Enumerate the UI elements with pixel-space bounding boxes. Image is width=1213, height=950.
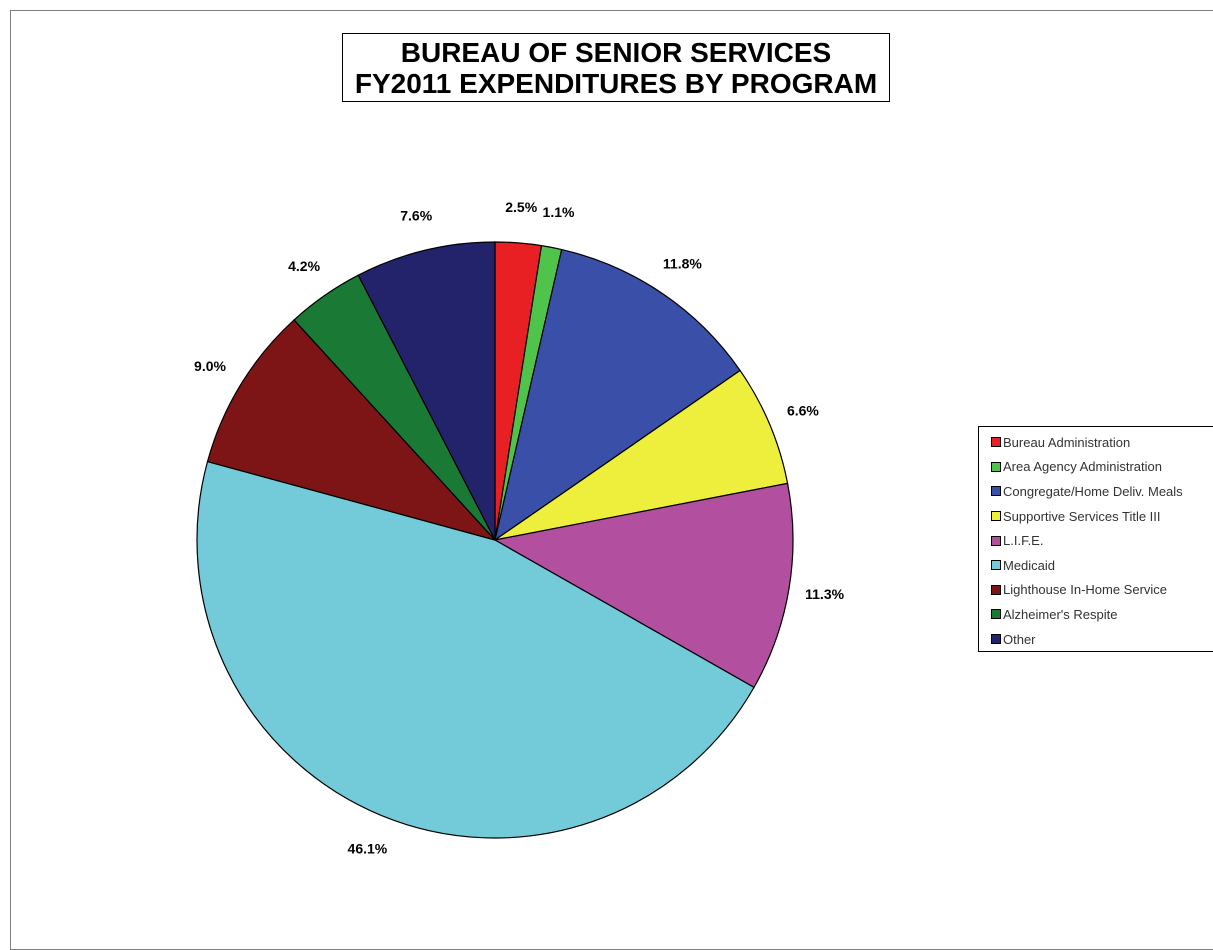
legend-item-4: L.I.F.E. [979,528,1213,553]
legend-item-3: Supportive Services Title III [979,504,1213,529]
legend-item-5: Medicaid [979,553,1213,578]
legend-item-0: Bureau Administration [979,430,1213,455]
legend-swatch-4 [991,535,1001,546]
legend-label-4: L.I.F.E. [1003,533,1044,549]
legend-swatch-0 [991,437,1001,448]
chart-title-line-1: BUREAU OF SENIOR SERVICES [400,36,832,68]
legend-item-8: Other [979,627,1213,652]
slice-label-1: 1.1% [543,204,575,220]
slice-label-2: 11.8% [663,256,702,272]
slice-label-8: 7.6% [400,207,432,223]
pie-slice-8 [357,241,496,541]
legend-label-1: Area Agency Administration [1003,459,1162,475]
legend-swatch-6 [991,584,1001,595]
slice-label-4: 11.3% [805,586,844,602]
legend-label-0: Bureau Administration [1003,434,1131,450]
pie-slice-4 [493,482,794,689]
legend-label-5: Medicaid [1003,557,1056,573]
legend-label-6: Lighthouse In-Home Service [1003,582,1168,598]
legend-label-7: Alzheimer's Respite [1003,606,1118,622]
legend-item-2: Congregate/Home Deliv. Meals [979,479,1213,504]
legend-label-3: Supportive Services Title III [1003,508,1161,524]
pie-slice-2 [494,248,741,542]
slice-label-6: 9.0% [194,358,226,374]
chart-title: BUREAU OF SENIOR SERVICES FY2011 EXPENDI… [342,33,890,102]
slice-label-5: 46.1% [348,841,388,857]
legend-swatch-1 [991,461,1001,472]
legend-swatch-2 [991,486,1001,497]
legend-swatch-8 [991,634,1001,645]
pie-slice-5 [196,460,755,839]
slice-label-0: 2.5% [505,199,537,215]
slice-label-7: 4.2% [288,258,320,274]
slice-label-3: 6.6% [787,403,819,419]
legend-label-2: Congregate/Home Deliv. Meals [1003,483,1183,499]
pie-slice-3 [494,369,789,541]
legend-swatch-3 [991,511,1001,522]
pie-slice-6 [206,319,497,542]
legend-swatch-5 [991,560,1001,571]
chart-title-line-2: FY2011 EXPENDITURES BY PROGRAM [354,67,878,99]
legend-item-1: Area Agency Administration [979,455,1213,480]
legend-item-7: Alzheimer's Respite [979,602,1213,627]
legend: Bureau Administration Area Agency Adminis… [978,426,1213,652]
legend-item-6: Lighthouse In-Home Service [979,578,1213,603]
legend-swatch-7 [991,609,1001,620]
legend-label-8: Other [1003,631,1036,647]
